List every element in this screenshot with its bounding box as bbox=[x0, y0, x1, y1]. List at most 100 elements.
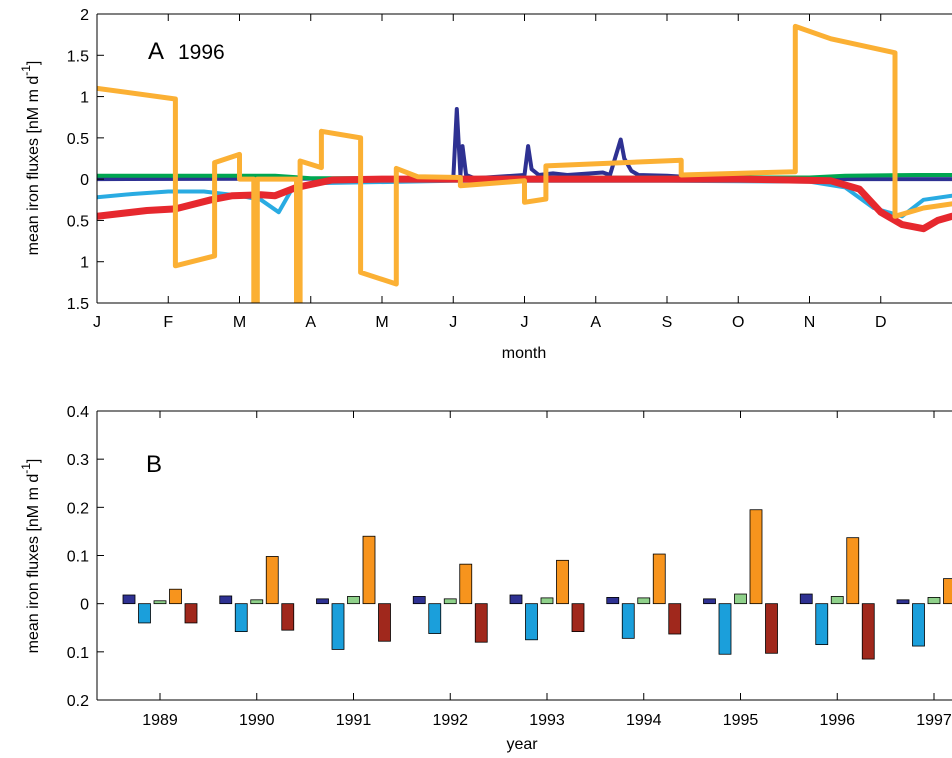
panel-b-y-tick-label: 0.2 bbox=[67, 500, 89, 517]
panel-b-bar bbox=[443, 598, 457, 605]
panel-b-bar bbox=[250, 599, 264, 605]
panel-a-y-tick-label: 1.5 bbox=[67, 48, 89, 65]
panel-a-year: 1996 bbox=[178, 41, 225, 64]
panel-a-x-tick-label: D bbox=[875, 314, 887, 331]
panel-a-y-label-group: mean iron fluxes [nM m d-1] bbox=[19, 61, 42, 256]
panel-a-x-tick-label: M bbox=[233, 314, 246, 331]
panel-b-x-tick-label: 1995 bbox=[723, 712, 759, 729]
panel-b-bar bbox=[718, 603, 732, 655]
panel-a-y-tick-label: 1 bbox=[80, 255, 89, 272]
panel-b-bar bbox=[234, 603, 248, 633]
panel-b-bar bbox=[509, 594, 523, 605]
panel-b-y-label: mean iron fluxes [nM m d-1] bbox=[19, 459, 42, 654]
panel-b-bar bbox=[281, 603, 295, 631]
panel-a-x-tick-label: M bbox=[375, 314, 388, 331]
panel-b-bar bbox=[749, 509, 763, 605]
panel-b-bar bbox=[556, 559, 569, 605]
panel-b: 0.4 0.3 0.2 0.1 0 0.1 0.2 1989 1990 1991 1992 1993… bbox=[19, 404, 952, 753]
panel-b-bar bbox=[362, 535, 376, 605]
panel-b-bar bbox=[138, 603, 151, 624]
panel-b-x-tick-label: 1993 bbox=[529, 712, 565, 729]
panel-b-y-tick-label: 0.1 bbox=[67, 645, 89, 662]
panel-b-y-tick-label: 0.3 bbox=[67, 452, 89, 469]
panel-b-x-tick-label: 1992 bbox=[432, 712, 468, 729]
panel-a-y-tick-label: 1 bbox=[80, 90, 89, 107]
panel-b-bar bbox=[799, 593, 813, 605]
panel-a-x-ticks: J F M A M J J A S O N D bbox=[93, 14, 887, 331]
panel-b-x-tick-label: 1994 bbox=[626, 712, 662, 729]
panel-b-x-ticks: 1989 1990 1991 1992 1993 1994 1995 1996 1997 bbox=[142, 411, 952, 729]
panel-b-x-tick-label: 1989 bbox=[142, 712, 178, 729]
panel-a-y-ticks: 2 1.5 1 0.5 0 0.5 1 1.5 bbox=[67, 7, 104, 313]
panel-b-y-ticks: 0.4 0.3 0.2 0.1 0 0.1 0.2 bbox=[67, 404, 104, 710]
panel-b-bar bbox=[122, 594, 136, 605]
panel-b-bar bbox=[184, 603, 198, 624]
panel-a-x-tick-label: F bbox=[163, 314, 173, 331]
panel-b-bar bbox=[830, 596, 844, 605]
panel-b-bar bbox=[153, 600, 167, 605]
panel-a: 2 1.5 1 0.5 0 0.5 1 1.5 J F M A M J J A S O N D A 1996 mon… bbox=[19, 7, 952, 362]
panel-a-x-label: month bbox=[502, 345, 546, 362]
panel-a-x-tick-label: J bbox=[93, 314, 101, 331]
panel-b-bar bbox=[943, 578, 952, 605]
panel-b-bars bbox=[122, 509, 952, 660]
panel-b-y-tick-label: 0.4 bbox=[67, 404, 89, 421]
panel-a-x-tick-label: O bbox=[732, 314, 744, 331]
panel-b-y-tick-label: 0.1 bbox=[67, 549, 89, 566]
panel-b-letter: B bbox=[146, 451, 162, 478]
panel-b-bar bbox=[734, 593, 747, 605]
panel-b-y-tick-label: 0 bbox=[80, 597, 89, 614]
panel-a-y-tick-label: 1.5 bbox=[67, 296, 89, 313]
panel-b-bar bbox=[861, 603, 875, 660]
panel-a-x-tick-label: A bbox=[590, 314, 601, 331]
panel-b-bar bbox=[378, 603, 391, 642]
panel-a-letter: A bbox=[148, 38, 164, 65]
panel-b-bar bbox=[169, 588, 182, 605]
panel-b-x-tick-label: 1997 bbox=[916, 712, 952, 729]
panel-b-y-label-group: mean iron fluxes [nM m d-1] bbox=[19, 459, 42, 654]
panel-a-x-tick-label: J bbox=[449, 314, 457, 331]
panel-b-x-label: year bbox=[506, 736, 538, 753]
panel-b-bar bbox=[846, 537, 860, 605]
panel-a-series-line-1 bbox=[97, 107, 952, 182]
panel-b-bar bbox=[219, 595, 233, 605]
panel-a-x-tick-label: N bbox=[804, 314, 816, 331]
panel-a-series bbox=[97, 23, 952, 303]
panel-a-y-tick-label: 2 bbox=[80, 7, 89, 24]
panel-b-x-tick-label: 1990 bbox=[239, 712, 275, 729]
panel-a-x-tick-label: J bbox=[521, 314, 529, 331]
panel-b-bar bbox=[621, 603, 635, 639]
panel-b-bar bbox=[637, 597, 651, 605]
panel-b-bar bbox=[606, 597, 620, 605]
panel-a-series-line-4 bbox=[97, 175, 952, 233]
panel-b-bar bbox=[703, 598, 716, 605]
panel-a-y-tick-label: 0.5 bbox=[67, 131, 89, 148]
panel-b-bar bbox=[347, 596, 360, 605]
panel-b-x-tick-label: 1991 bbox=[336, 712, 372, 729]
panel-b-bar bbox=[912, 603, 925, 647]
panel-b-bar bbox=[412, 596, 426, 605]
panel-b-bar bbox=[474, 603, 488, 643]
panel-b-bar bbox=[652, 553, 666, 605]
panel-b-bar bbox=[428, 603, 442, 634]
panel-a-y-tick-label: 0.5 bbox=[67, 213, 89, 230]
panel-a-y-label: mean iron fluxes [nM m d-1] bbox=[19, 61, 42, 256]
panel-b-x-tick-label: 1996 bbox=[819, 712, 855, 729]
panel-a-x-tick-label: S bbox=[662, 314, 673, 331]
panel-a-x-tick-label: A bbox=[305, 314, 316, 331]
panel-b-bar bbox=[459, 563, 473, 605]
panel-b-bar bbox=[668, 603, 682, 635]
panel-b-bar bbox=[927, 597, 941, 605]
panel-b-bar bbox=[815, 603, 829, 646]
panel-a-y-tick-label: 0 bbox=[80, 172, 89, 189]
panel-b-bar bbox=[765, 603, 778, 654]
panel-b-bar bbox=[896, 599, 910, 605]
panel-a-series-line-5 bbox=[97, 23, 952, 303]
panel-b-bar bbox=[316, 598, 329, 605]
panel-b-bar bbox=[571, 603, 585, 633]
panel-b-bar bbox=[265, 556, 279, 605]
panel-b-bar bbox=[331, 603, 345, 650]
panel-b-bar bbox=[540, 597, 554, 605]
panel-b-bar bbox=[525, 603, 538, 641]
